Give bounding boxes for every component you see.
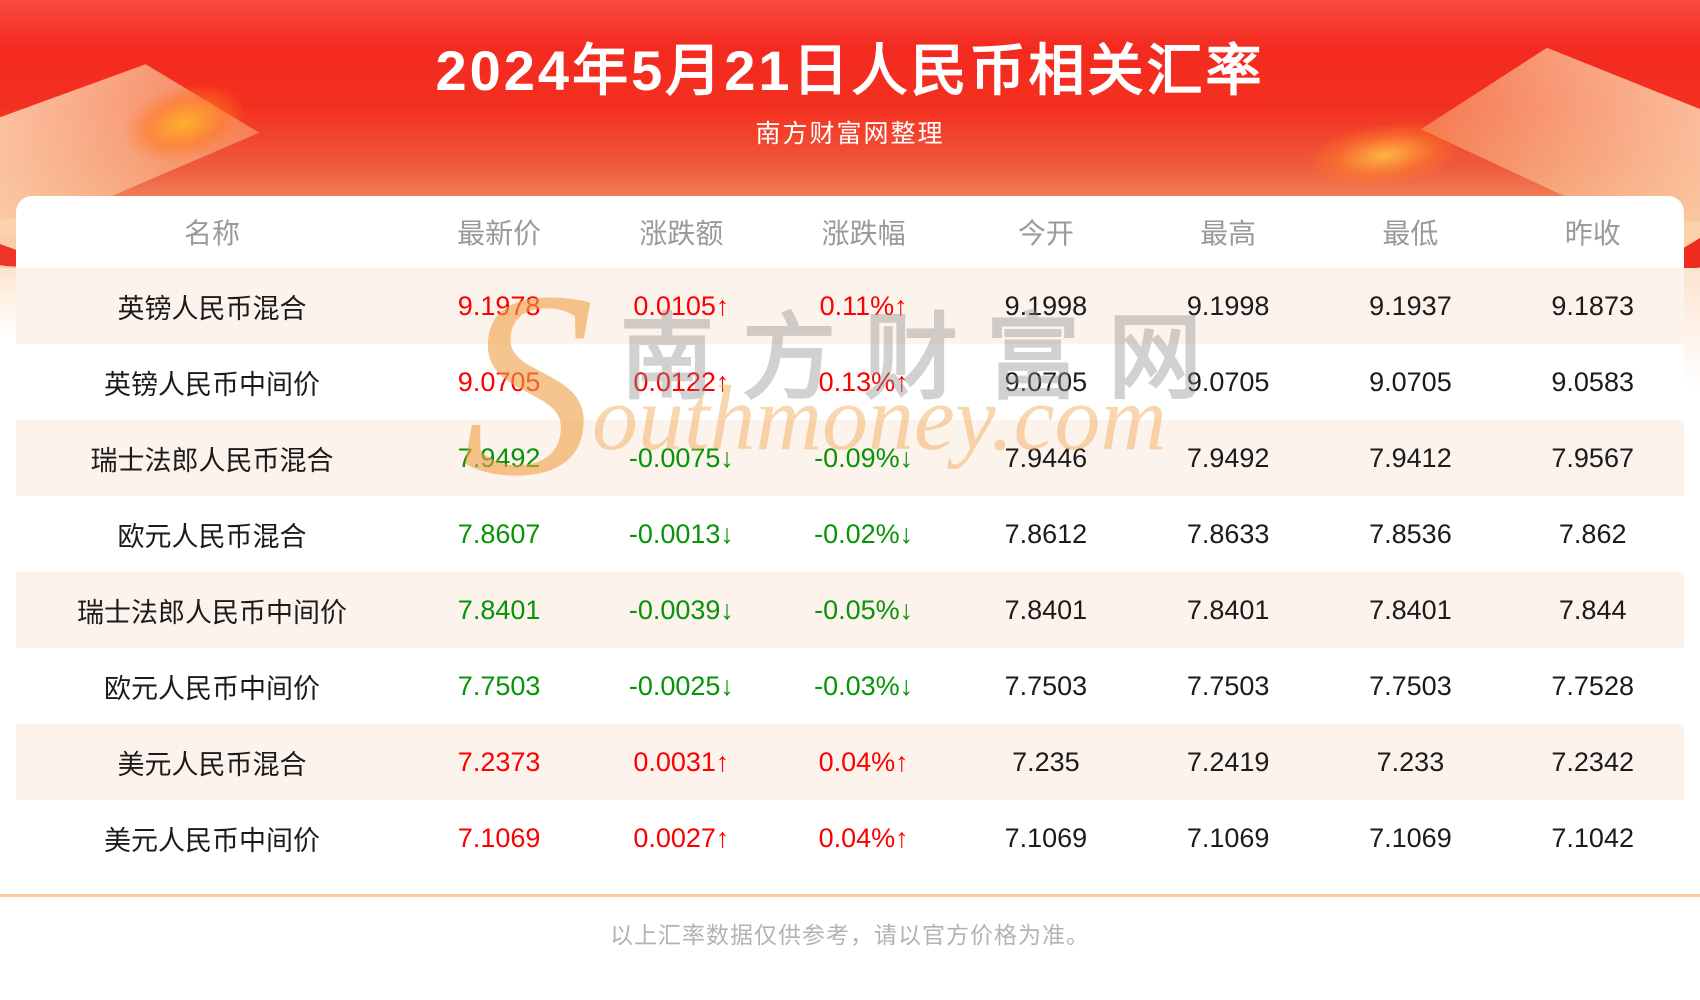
cell-latest: 9.1978 (457, 290, 541, 321)
cell-name: 瑞士法郎人民币混合 (90, 445, 334, 476)
cell-name: 欧元人民币中间价 (103, 673, 320, 704)
edge-fade-decoration-left (0, 266, 16, 336)
cell-latest: 7.8607 (457, 518, 541, 549)
cell-low: 7.8401 (1369, 594, 1452, 625)
cell-high: 7.9492 (1186, 442, 1270, 473)
column-header-low: 最低 (1382, 218, 1439, 249)
column-header-open: 今开 (1017, 218, 1074, 249)
cell-high: 7.1069 (1186, 822, 1270, 853)
table-row: 瑞士法郎人民币混合 7.9492 -0.0075↓ -0.09%↓ 7.9446 7.94… (16, 420, 1684, 496)
cell-prev_close: 9.1873 (1551, 290, 1634, 321)
cell-change: 0.0122↑ (633, 366, 730, 397)
cell-high: 7.7503 (1186, 670, 1270, 701)
edge-fade-decoration-right (1684, 268, 1700, 388)
column-header-change_pct: 涨跌幅 (821, 218, 906, 249)
cell-open: 9.0705 (1004, 366, 1088, 397)
cell-high: 7.8401 (1186, 594, 1270, 625)
cell-low: 7.8536 (1369, 518, 1452, 549)
cell-high: 9.1998 (1186, 290, 1270, 321)
cell-prev_close: 7.844 (1558, 594, 1627, 625)
cell-change_pct: -0.02%↓ (814, 518, 914, 549)
cell-change_pct: 0.11%↑ (819, 290, 908, 321)
column-header-change: 涨跌额 (639, 218, 724, 249)
table-row: 欧元人民币中间价 7.7503 -0.0025↓ -0.03%↓ 7.7503 7.750… (16, 648, 1684, 724)
cell-prev_close: 7.9567 (1551, 442, 1634, 473)
cell-change: -0.0075↓ (628, 442, 734, 473)
cell-open: 7.9446 (1004, 442, 1088, 473)
exchange-rate-table: 名称 最新价 涨跌额 涨跌幅 今开 最高 最低 昨收 英镑人民币混合 9.1978 0.0105↑… (16, 196, 1684, 876)
cell-latest: 7.7503 (457, 670, 541, 701)
table-row: 欧元人民币混合 7.8607 -0.0013↓ -0.02%↓ 7.8612 7.8633… (16, 496, 1684, 572)
cell-latest: 7.1069 (457, 822, 541, 853)
cell-open: 7.8401 (1004, 594, 1088, 625)
cell-name: 英镑人民币混合 (117, 293, 307, 324)
cell-name: 欧元人民币混合 (117, 521, 307, 552)
cell-change_pct: -0.03%↓ (814, 670, 914, 701)
table-body: 英镑人民币混合 9.1978 0.0105↑ 0.11%↑ 9.1998 9.1998 9.… (16, 268, 1684, 876)
cell-latest: 7.2373 (457, 746, 541, 777)
cell-change: -0.0025↓ (628, 670, 734, 701)
cell-high: 7.8633 (1186, 518, 1270, 549)
column-header-latest: 最新价 (457, 218, 542, 249)
cell-open: 7.7503 (1004, 670, 1088, 701)
cell-name: 瑞士法郎人民币中间价 (76, 597, 347, 628)
cell-prev_close: 7.1042 (1551, 822, 1634, 853)
cell-change_pct: 0.04%↑ (818, 746, 909, 777)
cell-change_pct: 0.13%↑ (818, 366, 909, 397)
cell-latest: 9.0705 (457, 366, 541, 397)
cell-low: 7.233 (1376, 746, 1445, 777)
cell-low: 7.7503 (1369, 670, 1452, 701)
cell-change_pct: 0.04%↑ (818, 822, 909, 853)
cell-change: 0.0027↑ (633, 822, 730, 853)
cell-prev_close: 7.2342 (1551, 746, 1634, 777)
cell-name: 英镑人民币中间价 (103, 369, 320, 400)
cell-change: -0.0013↓ (628, 518, 734, 549)
cell-open: 7.1069 (1004, 822, 1088, 853)
table-header-row: 名称 最新价 涨跌额 涨跌幅 今开 最高 最低 昨收 (16, 196, 1684, 268)
table-row: 英镑人民币中间价 9.0705 0.0122↑ 0.13%↑ 9.0705 9.0705 9… (16, 344, 1684, 420)
cell-low: 7.9412 (1369, 442, 1452, 473)
footer-disclaimer: 以上汇率数据仅供参考，请以官方价格为准。 (610, 922, 1090, 948)
cell-prev_close: 9.0583 (1551, 366, 1634, 397)
column-header-name: 名称 (183, 218, 240, 249)
column-header-high: 最高 (1200, 218, 1257, 249)
cell-latest: 7.8401 (457, 594, 541, 625)
cell-name: 美元人民币中间价 (103, 825, 320, 856)
cell-low: 7.1069 (1369, 822, 1452, 853)
table-row: 美元人民币中间价 7.1069 0.0027↑ 0.04%↑ 7.1069 7.1069 7… (16, 800, 1684, 876)
cell-latest: 7.9492 (457, 442, 541, 473)
cell-name: 美元人民币混合 (117, 749, 307, 780)
cell-prev_close: 7.862 (1558, 518, 1627, 549)
page-subtitle: 南方财富网整理 (755, 120, 945, 148)
cell-open: 7.8612 (1004, 518, 1088, 549)
cell-change: -0.0039↓ (628, 594, 734, 625)
cell-change: 0.0105↑ (633, 290, 730, 321)
cell-change: 0.0031↑ (633, 746, 730, 777)
cell-prev_close: 7.7528 (1551, 670, 1634, 701)
cell-low: 9.1937 (1369, 290, 1452, 321)
cell-high: 7.2419 (1186, 746, 1270, 777)
table-row: 英镑人民币混合 9.1978 0.0105↑ 0.11%↑ 9.1998 9.1998 9.… (16, 268, 1684, 344)
cell-change_pct: -0.05%↓ (814, 594, 914, 625)
page-title: 2024年5月21日人民币相关汇率 (435, 39, 1265, 102)
column-header-prev_close: 昨收 (1564, 218, 1621, 249)
cell-open: 9.1998 (1004, 290, 1088, 321)
table-row: 瑞士法郎人民币中间价 7.8401 -0.0039↓ -0.05%↓ 7.8401 7.8… (16, 572, 1684, 648)
cell-high: 9.0705 (1186, 366, 1270, 397)
table-row: 美元人民币混合 7.2373 0.0031↑ 0.04%↑ 7.235 7.2419 7.2… (16, 724, 1684, 800)
footer-divider (0, 894, 1700, 897)
cell-change_pct: -0.09%↓ (814, 442, 914, 473)
cell-open: 7.235 (1012, 746, 1080, 777)
cell-low: 9.0705 (1369, 366, 1452, 397)
